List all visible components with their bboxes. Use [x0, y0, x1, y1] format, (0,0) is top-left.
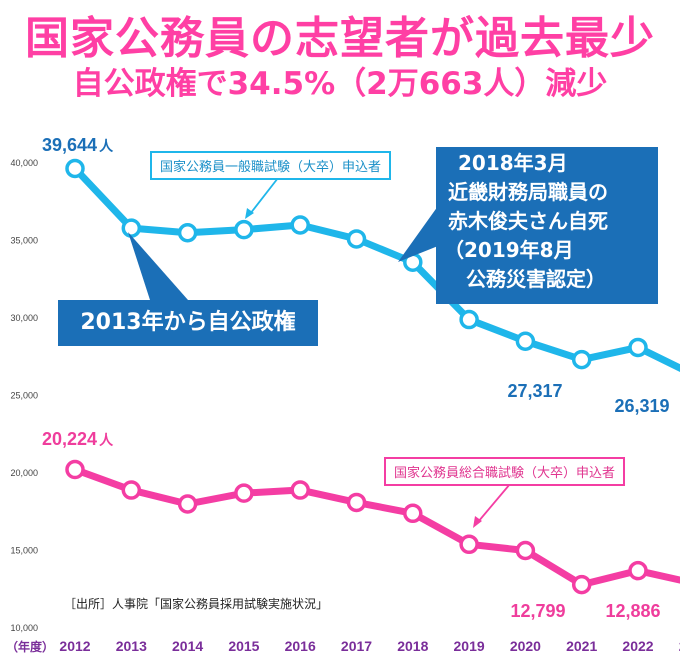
x-tick-label: 2017 [341, 638, 372, 654]
data-point [571, 574, 592, 595]
data-point [346, 229, 367, 249]
y-tick-label: 35,000 [10, 236, 38, 246]
legend-career-pointer [477, 483, 511, 523]
data-point [290, 215, 310, 235]
data-point [571, 349, 592, 370]
annotation-akagi-line5: 公務災害認定） [466, 267, 606, 291]
annotation-akagi-pointer [398, 206, 438, 262]
arrowhead [473, 516, 482, 528]
page-subtitle: 自公政権で34.5%（2万663人）減少 [72, 66, 608, 102]
data-point [628, 560, 648, 581]
legend-general-pointer [249, 177, 279, 215]
y-tick-label: 30,000 [10, 313, 38, 323]
x-axis-title: （年度） [6, 639, 54, 654]
legend-career: 国家公務員総合職試験（大卒）申込者 [384, 457, 626, 486]
data-point [403, 503, 423, 524]
data-point [459, 309, 479, 330]
data-point [234, 483, 254, 503]
x-tick-label: 2020 [510, 638, 541, 654]
data-point [65, 459, 85, 480]
x-axis: （年度） 2012 2013 2014 2015 2016 2017 2018 2019 2020… [6, 638, 680, 654]
x-tick-label: 2016 [285, 638, 316, 654]
x-tick-label: 2012 [59, 638, 90, 654]
annotation-abe: 2013年から自公政権 [58, 300, 318, 346]
data-point [177, 223, 198, 243]
legend-career-label: 国家公務員総合職試験（大卒）申込者 [394, 466, 616, 481]
page-title: 国家公務員の志望者が過去最少 [25, 13, 655, 64]
data-label: 39,644 人 [42, 135, 114, 155]
annotation-akagi-line3: 赤木俊夫さん自死 [448, 209, 608, 233]
x-tick-label: 2023 [679, 638, 680, 654]
data-point [346, 492, 367, 513]
data-point [234, 219, 254, 240]
series-line-career [71, 466, 680, 589]
data-label: 12,886 [605, 601, 660, 621]
annotation-akagi-line1: 2018年3月 [458, 151, 568, 175]
data-point [628, 337, 648, 358]
y-tick-label: 15,000 [10, 546, 38, 556]
data-label: 20,224 人 [42, 429, 114, 449]
x-tick-label: 2015 [228, 638, 259, 654]
annotation-abe-text: 2013年から自公政権 [80, 310, 296, 335]
x-tick-label: 2014 [172, 638, 203, 654]
legend-general-label: 国家公務員一般職試験（大卒）申込者 [160, 160, 382, 175]
x-tick-label: 2022 [622, 638, 653, 654]
x-tick-label: 2021 [566, 638, 597, 654]
data-point [459, 534, 479, 555]
y-tick-label: 10,000 [10, 623, 38, 633]
annotation-akagi-line2: 近畿財務局職員の [448, 180, 608, 204]
data-point [515, 331, 536, 351]
annotation-abe-pointer [128, 232, 188, 300]
x-tick-label: 2019 [454, 638, 485, 654]
data-point [515, 540, 536, 561]
y-axis: 10,000 15,000 20,000 25,000 30,000 35,000 40,0… [10, 158, 38, 633]
data-point [177, 494, 198, 514]
legend-general: 国家公務員一般職試験（大卒）申込者 [150, 151, 392, 180]
data-point [121, 480, 142, 500]
data-point [290, 480, 310, 500]
data-point [121, 218, 142, 238]
source-note: ［出所］人事院「国家公務員採用試験実施状況」 [64, 597, 329, 611]
y-tick-label: 40,000 [10, 158, 38, 168]
arrowhead [245, 208, 254, 219]
data-label: 26,319 [614, 396, 669, 416]
y-tick-label: 20,000 [10, 468, 38, 478]
data-label: 27,317 [507, 381, 562, 401]
y-tick-label: 25,000 [10, 391, 38, 401]
x-tick-label: 2013 [116, 638, 147, 654]
data-label: 12,799 [510, 601, 565, 621]
x-tick-label: 2018 [397, 638, 428, 654]
data-point [65, 158, 85, 179]
annotation-akagi: 2018年3月 近畿財務局職員の 赤木俊夫さん自死 （2019年8月 公務災害認… [436, 147, 658, 304]
annotation-akagi-line4: （2019年8月 [444, 238, 574, 262]
